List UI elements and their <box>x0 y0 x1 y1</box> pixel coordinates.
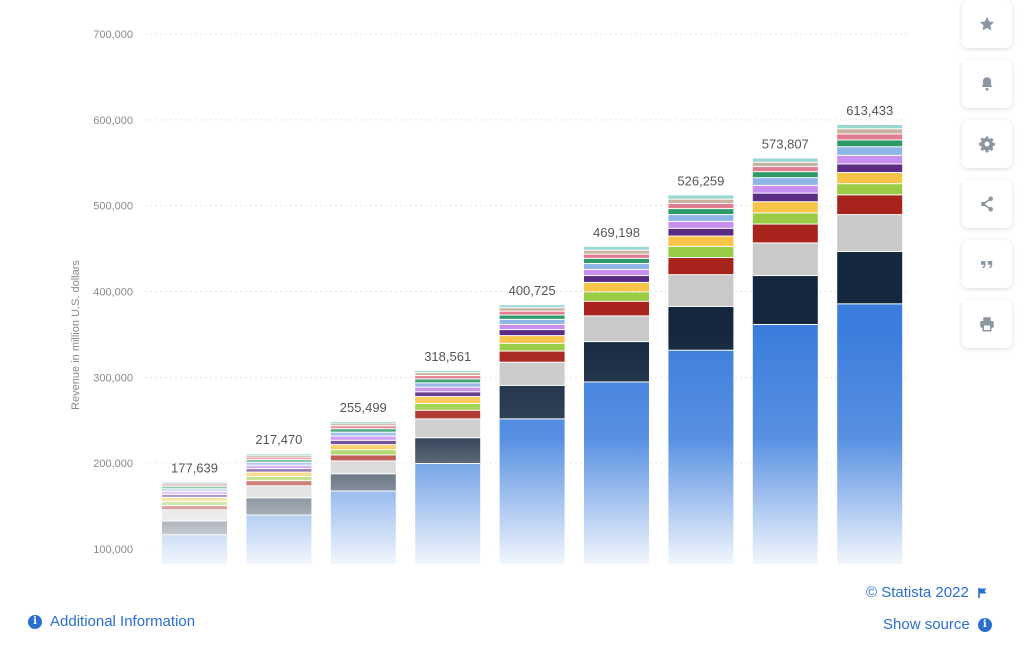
bar-total-label: 177,639 <box>171 460 218 475</box>
bar-total-label: 318,561 <box>424 349 471 364</box>
bar-segment[interactable] <box>752 193 818 202</box>
bar-segment[interactable] <box>752 158 818 162</box>
bar-segment[interactable] <box>752 202 818 213</box>
bar-segment[interactable] <box>668 228 734 236</box>
bar-segment[interactable] <box>837 173 903 184</box>
bar-segment[interactable] <box>668 209 734 215</box>
print-button[interactable] <box>962 300 1012 348</box>
bar-segment[interactable] <box>837 129 903 134</box>
bar-segment[interactable] <box>668 199 734 203</box>
bar-segment[interactable] <box>584 276 649 282</box>
bar-segment[interactable] <box>752 172 818 178</box>
y-tick-label: 100,000 <box>93 544 133 556</box>
y-tick-label: 400,000 <box>93 287 133 299</box>
bar-segment[interactable] <box>837 252 903 304</box>
y-axis-ticks: 100,000 200,000 300,000 400,000 500,000 600,0… <box>93 29 133 556</box>
bar-segment[interactable] <box>668 195 734 199</box>
bar-segment[interactable] <box>837 124 903 129</box>
bar-segment[interactable] <box>668 246 734 258</box>
y-tick-label: 700,000 <box>93 29 133 41</box>
bar-segment[interactable] <box>584 254 649 258</box>
bar-segment[interactable] <box>752 185 818 193</box>
y-axis-label: Revenue in million U.S. dollars <box>70 260 82 410</box>
bar-segment[interactable] <box>499 319 565 324</box>
show-source-label: Show source <box>883 616 970 633</box>
bar-total-label: 573,807 <box>762 136 809 151</box>
bell-icon <box>981 77 993 91</box>
bar-segment[interactable] <box>752 213 818 224</box>
share-icon <box>981 196 993 212</box>
bar-segment[interactable] <box>584 270 649 276</box>
bar-segment[interactable] <box>837 147 903 155</box>
y-tick-label: 200,000 <box>93 458 133 470</box>
total-labels: 177,639 217,470 255,499 318,561 400,725 469,1… <box>171 103 893 475</box>
share-button[interactable] <box>962 180 1012 228</box>
bar-segment[interactable] <box>584 250 649 254</box>
bar-segment[interactable] <box>837 140 903 147</box>
info-icon: i <box>28 614 42 629</box>
bar-segment[interactable] <box>752 178 818 185</box>
bar-segment[interactable] <box>837 164 903 173</box>
additional-information-link[interactable]: i Additional Information <box>28 613 195 630</box>
cite-button[interactable] <box>962 240 1012 288</box>
bar-segment[interactable] <box>752 167 818 172</box>
bookmark-button[interactable] <box>962 0 1012 48</box>
bar-segment[interactable] <box>499 315 565 319</box>
bar-segment[interactable] <box>584 258 649 264</box>
copyright-link[interactable]: © Statista 2022 <box>866 584 989 601</box>
copyright-text: © Statista 2022 <box>866 584 969 601</box>
bar-segment[interactable] <box>584 246 649 250</box>
bar-segment[interactable] <box>668 275 734 306</box>
bar-segment[interactable] <box>499 324 565 330</box>
bar-segment[interactable] <box>668 203 734 209</box>
gear-icon <box>979 136 995 153</box>
bar-segment[interactable] <box>752 162 818 167</box>
bar-segment[interactable] <box>752 243 818 276</box>
notification-button[interactable] <box>962 60 1012 108</box>
bar-total-label: 255,499 <box>340 400 387 415</box>
flag-icon <box>977 587 987 598</box>
bar-segment[interactable] <box>837 134 903 140</box>
bar-total-label: 469,198 <box>593 225 640 240</box>
bar-segment[interactable] <box>837 195 903 215</box>
bar-segment[interactable] <box>668 258 734 275</box>
star-icon <box>979 16 995 31</box>
bar-segment[interactable] <box>752 276 818 324</box>
additional-information-label: Additional Information <box>50 613 196 630</box>
bar-segment[interactable] <box>837 155 903 164</box>
bar-segment[interactable] <box>584 301 649 316</box>
bar-total-label: 217,470 <box>255 432 302 447</box>
show-source-link[interactable]: Show source i <box>883 616 992 633</box>
bar-segment[interactable] <box>668 236 734 246</box>
y-tick-label: 500,000 <box>93 201 133 213</box>
bar-segment[interactable] <box>584 264 649 270</box>
bar-segment[interactable] <box>584 282 649 292</box>
bar-total-label: 613,433 <box>846 103 893 118</box>
bar-segment[interactable] <box>668 221 734 228</box>
bar-segment[interactable] <box>499 311 565 315</box>
settings-button[interactable] <box>962 120 1012 168</box>
y-tick-label: 300,000 <box>93 372 133 384</box>
y-tick-label: 600,000 <box>93 115 133 127</box>
bar-segment[interactable] <box>584 292 649 301</box>
bar-segment[interactable] <box>837 184 903 195</box>
info-icon: i <box>977 617 992 632</box>
bar-segment[interactable] <box>499 308 565 311</box>
bar-total-label: 400,725 <box>509 283 556 298</box>
bar-total-label: 526,259 <box>677 173 724 188</box>
quote-icon <box>981 261 993 269</box>
bar-segment[interactable] <box>499 305 565 308</box>
fade-overlay <box>140 330 930 570</box>
bar-segment[interactable] <box>668 215 734 221</box>
stacked-bar-chart: 100,000 200,000 300,000 400,000 500,000 600,0… <box>70 29 930 570</box>
bar-segment[interactable] <box>837 215 903 252</box>
bar-segment[interactable] <box>752 224 818 243</box>
print-icon <box>980 317 994 332</box>
